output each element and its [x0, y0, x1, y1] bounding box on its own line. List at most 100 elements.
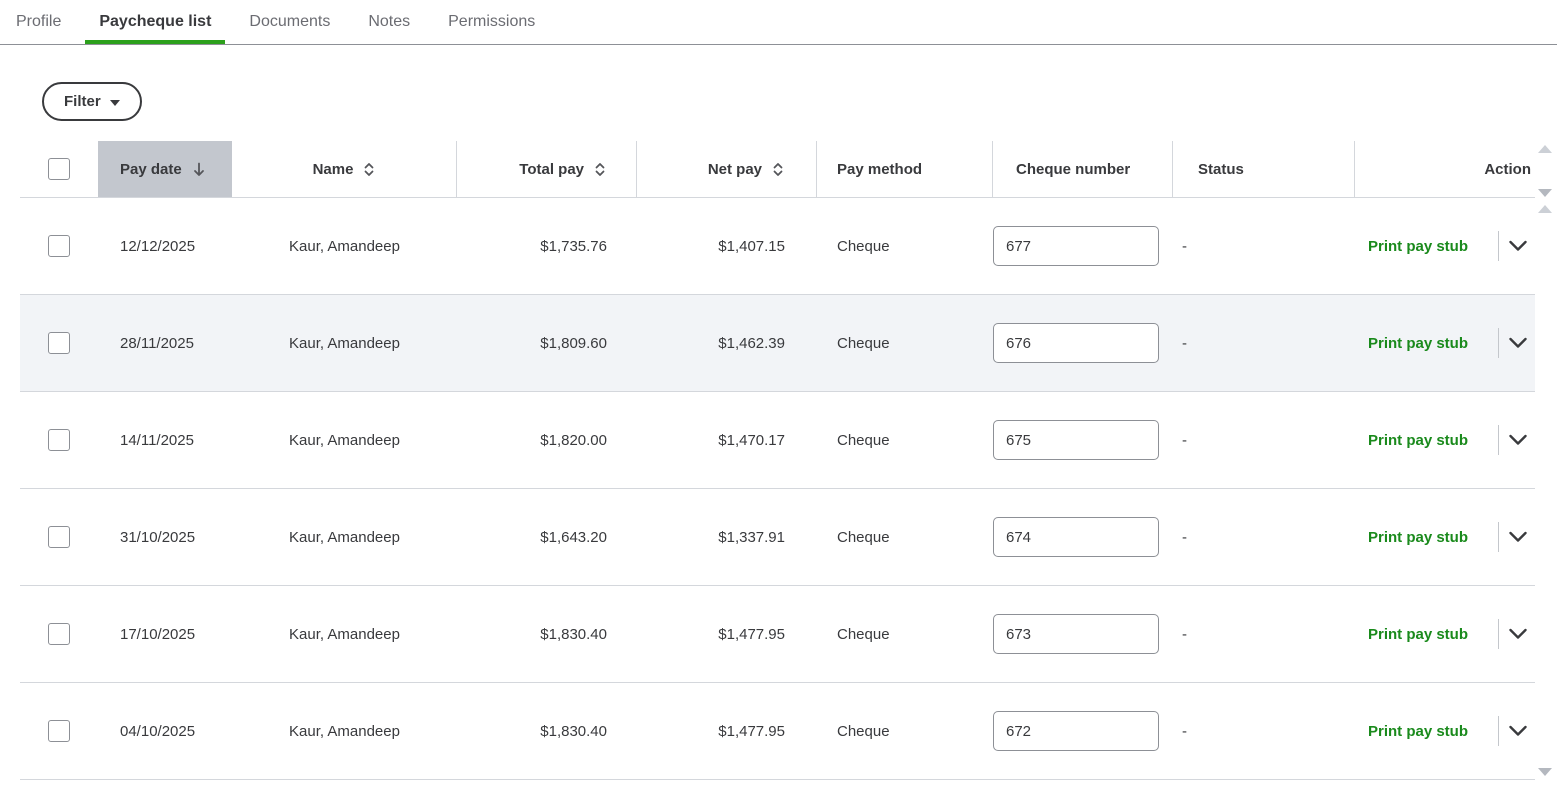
name-cell: Kaur, Amandeep [289, 334, 400, 352]
action-divider [1498, 425, 1499, 455]
chevron-down-icon [1508, 337, 1528, 349]
tab-label: Profile [16, 13, 62, 30]
paycheque-table: Pay date Name Total pay Net pay Pay meth… [20, 141, 1535, 780]
tab-profile[interactable]: Profile [2, 0, 75, 44]
column-header-label: Name [312, 160, 354, 178]
total-pay-cell: $1,643.20 [540, 528, 607, 546]
cheque-number-cell [993, 489, 1173, 585]
cheque-number-cell [993, 198, 1173, 294]
action-divider [1498, 328, 1499, 358]
column-header-name[interactable]: Name [232, 141, 457, 197]
table-row: 12/12/2025 Kaur, Amandeep $1,735.76 $1,4… [20, 198, 1535, 295]
net-pay-cell: $1,407.15 [718, 237, 785, 255]
body-scroll-up-triangle-up-icon[interactable] [1538, 205, 1552, 213]
print-pay-stub-link[interactable]: Print pay stub [1367, 625, 1468, 643]
net-pay-cell: $1,337.91 [718, 528, 785, 546]
status-cell: - [1182, 528, 1187, 546]
column-header-pay-method: Pay method [817, 141, 993, 197]
row-actions-chevron-button[interactable] [1505, 531, 1531, 543]
pay-method-cell: Cheque [837, 237, 890, 255]
pay-method-cell: Cheque [837, 722, 890, 740]
pay-date-cell: 04/10/2025 [120, 722, 196, 740]
pay-method-cell: Cheque [837, 334, 890, 352]
row-checkbox[interactable] [48, 720, 70, 742]
filter-button[interactable]: Filter [42, 82, 142, 121]
row-checkbox[interactable] [48, 526, 70, 548]
total-pay-cell: $1,735.76 [540, 237, 607, 255]
cheque-number-input[interactable] [993, 614, 1159, 654]
name-cell: Kaur, Amandeep [289, 237, 400, 255]
tab-label: Paycheque list [99, 13, 212, 30]
status-cell: - [1182, 431, 1187, 449]
tab-paycheque-list[interactable]: Paycheque list [85, 0, 225, 44]
column-header-label: Total pay [519, 160, 584, 178]
print-pay-stub-link[interactable]: Print pay stub [1367, 334, 1468, 352]
status-cell: - [1182, 722, 1187, 740]
pay-date-cell: 31/10/2025 [120, 528, 196, 546]
net-pay-cell: $1,462.39 [718, 334, 785, 352]
pay-method-cell: Cheque [837, 431, 890, 449]
action-cell: Print pay stub [1355, 683, 1535, 779]
cheque-number-input[interactable] [993, 226, 1159, 266]
header-scroll-up-triangle-up-icon[interactable] [1538, 145, 1552, 153]
tab-label: Permissions [448, 13, 536, 30]
net-pay-cell: $1,470.17 [718, 431, 785, 449]
select-all-checkbox[interactable] [48, 158, 70, 180]
row-select-cell [20, 683, 98, 779]
row-checkbox[interactable] [48, 235, 70, 257]
column-header-status: Status [1173, 141, 1355, 197]
tab-permissions[interactable]: Permissions [434, 0, 549, 44]
column-header-select[interactable] [20, 141, 98, 197]
column-header-total-pay[interactable]: Total pay [457, 141, 637, 197]
chevron-down-icon [1508, 725, 1528, 737]
cheque-number-input[interactable] [993, 420, 1159, 460]
print-pay-stub-link[interactable]: Print pay stub [1367, 528, 1468, 546]
name-cell: Kaur, Amandeep [289, 528, 400, 546]
row-select-cell [20, 392, 98, 488]
print-pay-stub-link[interactable]: Print pay stub [1367, 237, 1468, 255]
name-cell: Kaur, Amandeep [289, 722, 400, 740]
total-pay-cell: $1,809.60 [540, 334, 607, 352]
cheque-number-cell [993, 392, 1173, 488]
header-scroll-down-triangle-down-icon[interactable] [1538, 189, 1552, 197]
tab-notes[interactable]: Notes [354, 0, 424, 44]
row-checkbox[interactable] [48, 332, 70, 354]
column-header-net-pay[interactable]: Net pay [637, 141, 817, 197]
row-actions-chevron-button[interactable] [1505, 337, 1531, 349]
row-select-cell [20, 198, 98, 294]
cheque-number-input[interactable] [993, 517, 1159, 557]
tab-label: Notes [368, 13, 411, 30]
cheque-number-input[interactable] [993, 323, 1159, 363]
sort-up-down-icon [594, 161, 606, 178]
action-cell: Print pay stub [1355, 295, 1535, 391]
row-checkbox[interactable] [48, 429, 70, 451]
action-cell: Print pay stub [1355, 586, 1535, 682]
row-actions-chevron-button[interactable] [1505, 240, 1531, 252]
name-cell: Kaur, Amandeep [289, 625, 400, 643]
column-header-label: Net pay [707, 160, 762, 178]
column-header-label: Action [1484, 160, 1531, 178]
row-actions-chevron-button[interactable] [1505, 628, 1531, 640]
status-cell: - [1182, 625, 1187, 643]
caret-down-icon [109, 99, 120, 106]
tab-documents[interactable]: Documents [235, 0, 344, 44]
pay-method-cell: Cheque [837, 625, 890, 643]
table-row: 28/11/2025 Kaur, Amandeep $1,809.60 $1,4… [20, 295, 1535, 392]
print-pay-stub-link[interactable]: Print pay stub [1367, 722, 1468, 740]
pay-method-cell: Cheque [837, 528, 890, 546]
row-actions-chevron-button[interactable] [1505, 725, 1531, 737]
action-cell: Print pay stub [1355, 198, 1535, 294]
name-cell: Kaur, Amandeep [289, 431, 400, 449]
row-checkbox[interactable] [48, 623, 70, 645]
column-header-action: Action [1355, 141, 1535, 197]
total-pay-cell: $1,830.40 [540, 722, 607, 740]
cheque-number-input[interactable] [993, 711, 1159, 751]
chevron-down-icon [1508, 240, 1528, 252]
column-header-pay-date[interactable]: Pay date [98, 141, 232, 197]
row-select-cell [20, 489, 98, 585]
header-row: Pay date Name Total pay Net pay Pay meth… [20, 141, 1535, 198]
print-pay-stub-link[interactable]: Print pay stub [1367, 431, 1468, 449]
row-actions-chevron-button[interactable] [1505, 434, 1531, 446]
table-row: 31/10/2025 Kaur, Amandeep $1,643.20 $1,3… [20, 489, 1535, 586]
body-scroll-down-triangle-down-icon[interactable] [1538, 768, 1552, 776]
